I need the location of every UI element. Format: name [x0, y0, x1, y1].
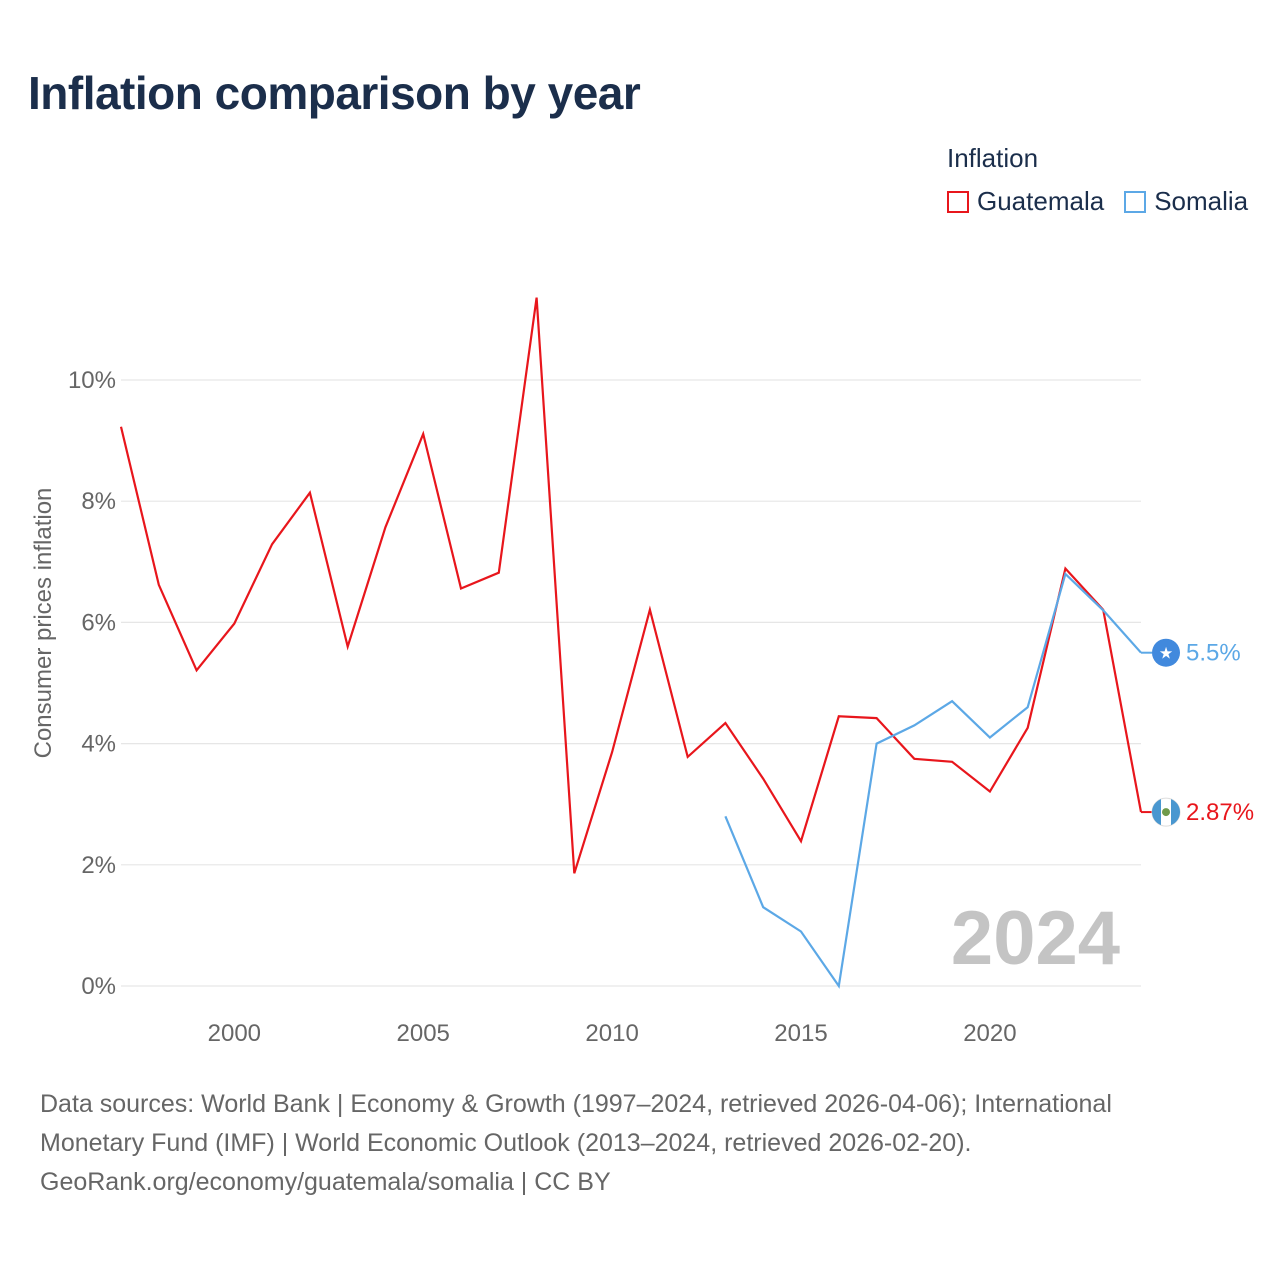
- x-tick-label-2005: 2005: [397, 1020, 450, 1047]
- legend: Inflation Guatemala Somalia: [947, 143, 1267, 217]
- flag-icon-guatemala: [1151, 797, 1181, 827]
- legend-item-guatemala[interactable]: Guatemala: [947, 186, 1104, 217]
- flag-stripe-left: [1152, 799, 1161, 826]
- star-icon: ★: [1159, 644, 1173, 663]
- x-tick-label-2000: 2000: [208, 1020, 261, 1047]
- legend-swatch-somalia: [1124, 190, 1147, 213]
- end-value-label-guatemala: 2.87%: [1186, 799, 1254, 826]
- legend-title: Inflation: [947, 143, 1039, 173]
- x-tick-label-2010: 2010: [585, 1020, 638, 1047]
- series-end-markers: 2.87% ★ 5.5%: [1141, 638, 1254, 827]
- grid-lines: [121, 379, 1141, 987]
- flag-icon-somalia: ★: [1152, 638, 1180, 667]
- end-value-label-somalia: 5.5%: [1186, 640, 1241, 667]
- legend-items: Guatemala Somalia: [947, 186, 1267, 217]
- legend-label-somalia: Somalia: [1154, 186, 1249, 216]
- footer-line-2: Monetary Fund (IMF) | World Economic Out…: [40, 1129, 972, 1157]
- y-tick-label-8: 8%: [81, 488, 116, 515]
- y-tick-label-6: 6%: [81, 609, 116, 636]
- legend-item-somalia[interactable]: Somalia: [1124, 186, 1248, 217]
- y-tick-label-0: 0%: [81, 973, 116, 1000]
- chart-title: Inflation comparison by year: [28, 67, 641, 119]
- series-lines: [119, 297, 1143, 989]
- flag-emblem: [1162, 808, 1170, 817]
- y-tick-label-10: 10%: [68, 367, 116, 394]
- series-line-somalia: [724, 571, 1142, 989]
- x-tick-labels: 2000 2005 2010 2015 2020: [208, 1020, 1017, 1047]
- footer-line-3: GeoRank.org/economy/guatemala/somalia | …: [40, 1168, 611, 1196]
- y-tick-label-2: 2%: [81, 852, 116, 879]
- y-tick-label-4: 4%: [81, 731, 116, 758]
- line-chart: 0% 2% 4% 6% 8% 10% 2000 2005 2010 2015 2020 Consu…: [30, 297, 1254, 1047]
- flag-stripe-right: [1171, 799, 1180, 826]
- flag-circle-somalia: [1152, 638, 1180, 667]
- x-tick-label-2020: 2020: [963, 1020, 1016, 1047]
- legend-label-guatemala: Guatemala: [977, 186, 1105, 216]
- x-tick-label-2015: 2015: [774, 1020, 827, 1047]
- year-watermark: 2024: [951, 896, 1120, 981]
- y-tick-labels: 0% 2% 4% 6% 8% 10%: [68, 367, 116, 1000]
- footer-line-1: Data sources: World Bank | Economy & Gro…: [40, 1090, 1112, 1118]
- legend-swatch-guatemala: [947, 190, 969, 213]
- y-axis-label: Consumer prices inflation: [30, 488, 57, 759]
- data-source-footer: Data sources: World Bank | Economy & Gro…: [40, 1085, 1240, 1202]
- series-line-guatemala: [119, 297, 1143, 874]
